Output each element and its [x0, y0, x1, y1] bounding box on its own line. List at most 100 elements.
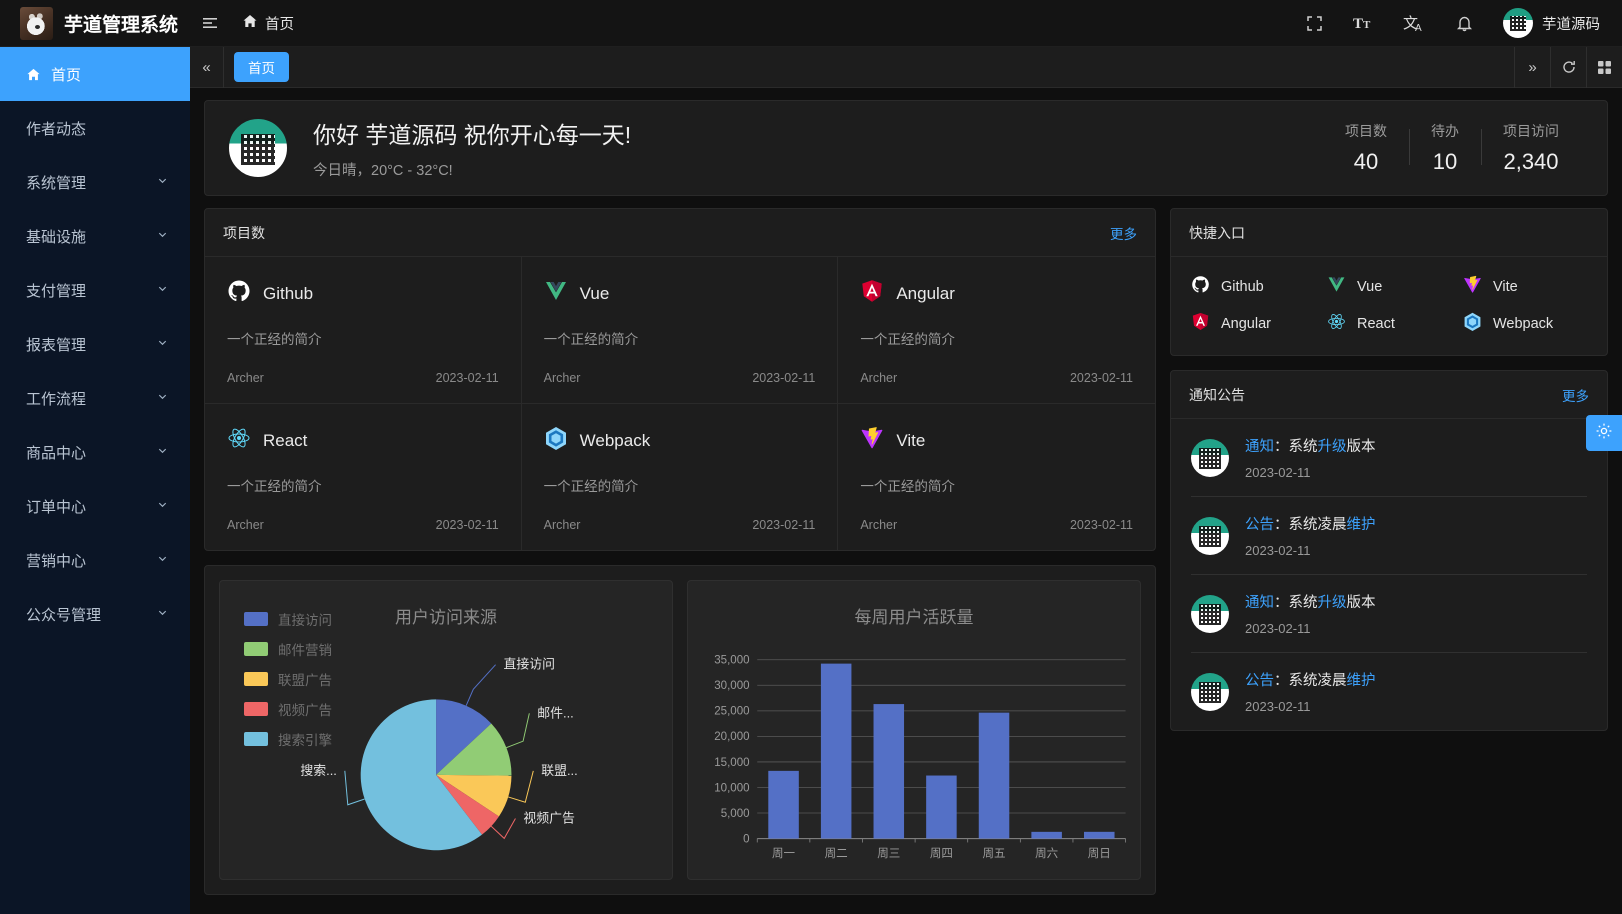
chevron-down-icon	[157, 283, 168, 297]
notice-date: 2023-02-11	[1245, 543, 1311, 558]
bell-icon[interactable]	[1441, 0, 1487, 47]
project-author: Archer	[227, 518, 264, 532]
github-icon	[1191, 275, 1210, 298]
x-tick-label: 周一	[772, 847, 796, 860]
notice-item[interactable]: 通知：系统升级版本 2023-02-11	[1191, 419, 1587, 497]
pie-legend-item[interactable]: 直接访问	[244, 609, 332, 629]
quick-entry-item[interactable]: Github	[1191, 275, 1327, 298]
quick-entry-item[interactable]: React	[1327, 312, 1463, 335]
refresh-icon[interactable]	[1550, 46, 1586, 88]
font-size-icon[interactable]: T T	[1341, 0, 1387, 47]
bar[interactable]	[1031, 831, 1062, 839]
bar[interactable]	[926, 775, 957, 839]
bar[interactable]	[768, 770, 799, 839]
grid-icon[interactable]	[1586, 46, 1622, 88]
notices-more-link[interactable]: 更多	[1562, 388, 1589, 404]
pie-legend-item[interactable]: 搜索引擎	[244, 729, 332, 749]
chevron-double-left-icon[interactable]: «	[190, 46, 224, 88]
quick-entry-item[interactable]: Webpack	[1463, 312, 1599, 335]
sidebar-item-8[interactable]: 订单中心	[0, 479, 190, 533]
welcome-text: 你好 芋道源码 祝你开心每一天! 今日晴，20°C - 32°C!	[313, 116, 631, 180]
bar[interactable]	[978, 712, 1010, 839]
sidebar-item-5[interactable]: 报表管理	[0, 317, 190, 371]
sidebar-item-0[interactable]: 首页	[0, 47, 190, 101]
project-card[interactable]: Vite 一个正经的简介 Archer 2023-02-11	[838, 404, 1155, 550]
x-tick-label: 周日	[1088, 847, 1111, 860]
stat-0: 项目数 40	[1323, 121, 1409, 175]
sidebar-item-9[interactable]: 营销中心	[0, 533, 190, 587]
quick-entry-item[interactable]: Vite	[1463, 275, 1599, 298]
bar[interactable]	[820, 663, 852, 839]
sidebar-item-label: 首页	[51, 66, 82, 84]
project-card[interactable]: Github 一个正经的简介 Archer 2023-02-11	[205, 257, 522, 404]
sidebar-item-2[interactable]: 系统管理	[0, 155, 190, 209]
fullscreen-icon[interactable]	[1291, 0, 1337, 47]
bar-chart-svg[interactable]: 0 5,000 10,000 15,000 20,000 25,000 30,000 35,0…	[688, 628, 1140, 878]
pie-legend-item[interactable]: 联盟广告	[244, 669, 332, 689]
project-card[interactable]: Angular 一个正经的简介 Archer 2023-02-11	[838, 257, 1155, 404]
pie-chart-svg[interactable]: 直接访问邮件...联盟...视频广告搜索...	[220, 628, 672, 876]
pie-slice[interactable]	[436, 699, 492, 775]
breadcrumb-home[interactable]: 首页	[230, 13, 306, 34]
pie-callout-line	[506, 713, 530, 749]
notice-body: 通知：系统升级版本 2023-02-11	[1245, 435, 1376, 480]
project-card-top: Github	[227, 279, 499, 308]
vue-icon	[544, 279, 568, 308]
notice-title[interactable]: 公告：系统凌晨维护	[1245, 673, 1376, 689]
pie-slice[interactable]	[436, 774, 499, 835]
quick-entry-label: Vite	[1493, 278, 1518, 295]
menu-icon[interactable]	[190, 0, 230, 47]
tab-list: 首页	[224, 52, 1514, 82]
sidebar-item-7[interactable]: 商品中心	[0, 425, 190, 479]
quick-entry-item[interactable]: Angular	[1191, 312, 1327, 335]
sidebar-item-6[interactable]: 工作流程	[0, 371, 190, 425]
y-tick-label: 35,000	[714, 655, 749, 667]
y-tick-label: 30,000	[714, 680, 749, 692]
quick-entry-item[interactable]: Vue	[1327, 275, 1463, 298]
project-name: Vite	[896, 430, 926, 450]
sidebar-item-label: 支付管理	[26, 282, 87, 300]
project-meta: Archer 2023-02-11	[544, 518, 816, 532]
pie-slice[interactable]	[360, 699, 482, 851]
sidebar-item-label: 报表管理	[26, 336, 87, 354]
quick-entry-label: Vue	[1357, 278, 1383, 295]
project-card[interactable]: React 一个正经的简介 Archer 2023-02-11	[205, 404, 522, 550]
legend-swatch	[244, 642, 268, 656]
brand-logo-area[interactable]: 芋道管理系统	[0, 6, 190, 40]
chevron-down-icon	[157, 229, 168, 243]
notice-item[interactable]: 通知：系统升级版本 2023-02-11	[1191, 575, 1587, 653]
project-card[interactable]: Vue 一个正经的简介 Archer 2023-02-11	[521, 257, 839, 404]
project-meta: Archer 2023-02-11	[227, 371, 499, 385]
translate-icon[interactable]: 文 A	[1391, 0, 1437, 47]
sidebar-item-3[interactable]: 基础设施	[0, 209, 190, 263]
user-menu[interactable]: 芋道源码	[1491, 8, 1608, 38]
tab-home[interactable]: 首页	[234, 52, 289, 82]
projects-more-link[interactable]: 更多	[1110, 226, 1137, 242]
sidebar-item-4[interactable]: 支付管理	[0, 263, 190, 317]
notice-avatar	[1191, 672, 1229, 711]
pie-legend-item[interactable]: 视频广告	[244, 699, 332, 719]
quick-entry-card: 快捷入口 Github Vue Vite Angular React Webpa…	[1170, 208, 1608, 356]
notice-title[interactable]: 通知：系统升级版本	[1245, 439, 1376, 455]
notice-item[interactable]: 公告：系统凌晨维护 2023-02-11	[1191, 497, 1587, 575]
avatar	[1503, 8, 1533, 38]
vue-icon	[1327, 275, 1346, 298]
settings-drawer-toggle[interactable]	[1586, 415, 1622, 451]
left-column: 项目数 更多 Github 一个正经的简介 Archer 2023-02-11 …	[204, 208, 1156, 895]
sidebar-item-1[interactable]: 作者动态	[0, 101, 190, 155]
notice-title[interactable]: 公告：系统凌晨维护	[1245, 517, 1376, 533]
notice-title[interactable]: 通知：系统升级版本	[1245, 595, 1376, 611]
project-desc: 一个正经的简介	[227, 479, 322, 494]
chevron-double-right-icon[interactable]: »	[1514, 46, 1550, 88]
notice-item[interactable]: 公告：系统凌晨维护 2023-02-11	[1191, 653, 1587, 730]
pie-slice[interactable]	[436, 723, 512, 776]
bar[interactable]	[873, 704, 905, 839]
welcome-banner: 你好 芋道源码 祝你开心每一天! 今日晴，20°C - 32°C! 项目数 40…	[204, 100, 1608, 196]
project-meta: Archer 2023-02-11	[860, 518, 1133, 532]
bar[interactable]	[1084, 831, 1115, 839]
sidebar-item-10[interactable]: 公众号管理	[0, 587, 190, 641]
project-card[interactable]: Webpack 一个正经的简介 Archer 2023-02-11	[522, 404, 839, 550]
pie-slice[interactable]	[436, 774, 512, 817]
pie-legend-item[interactable]: 邮件营销	[244, 639, 332, 659]
